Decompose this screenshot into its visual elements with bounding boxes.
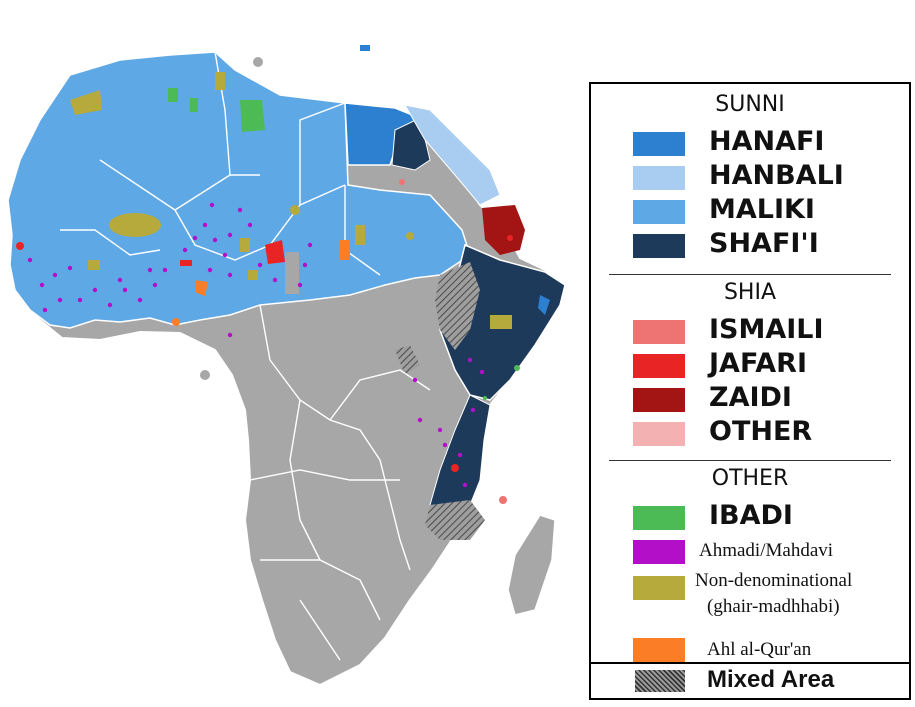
swatch-non-denominational bbox=[633, 576, 685, 600]
ahmadi-dot bbox=[247, 222, 253, 228]
ahmadi-dot bbox=[462, 482, 468, 488]
label-zaidi: ZAIDI bbox=[709, 382, 792, 413]
ahmadi-dot bbox=[52, 272, 58, 278]
ahmadi-dot bbox=[479, 369, 485, 375]
label-ibadi: IBADI bbox=[709, 500, 793, 531]
ahmadi-dot bbox=[470, 407, 476, 413]
ahmadi-dot bbox=[207, 267, 213, 273]
ahmadi-dots bbox=[27, 202, 485, 488]
label-jafari: JAFARI bbox=[709, 348, 808, 379]
ahmadi-dot bbox=[212, 237, 218, 243]
ahmadi-dot bbox=[152, 282, 158, 288]
label-shia-other: OTHER bbox=[709, 416, 813, 447]
ahmadi-dot bbox=[227, 332, 233, 338]
ahmadi-dot bbox=[77, 297, 83, 303]
ahmadi-dot bbox=[437, 427, 443, 433]
swatch-hanafi bbox=[633, 132, 685, 156]
swatch-ismaili bbox=[633, 320, 685, 344]
label-non-denominational-line1: Non-denominational bbox=[695, 570, 853, 591]
ahmadi-dot bbox=[57, 297, 63, 303]
swatch-ahmadi bbox=[633, 540, 685, 564]
mixed-area-row: Mixed Area bbox=[591, 662, 909, 698]
ahmadi-dot bbox=[222, 252, 228, 258]
maliki-region bbox=[7, 51, 471, 329]
legend-header-shia: SHIA bbox=[723, 280, 777, 305]
label-maliki: MALIKI bbox=[709, 194, 815, 225]
label-hanafi: HANAFI bbox=[709, 126, 825, 157]
legend-panel: SUNNI HANAFI HANBALI MALIKI SHAFI'I SHIA… bbox=[589, 82, 911, 700]
ahmadi-dot bbox=[237, 207, 243, 213]
swatch-maliki bbox=[633, 200, 685, 224]
ahmadi-dot bbox=[457, 452, 463, 458]
ahmadi-dot bbox=[42, 307, 48, 313]
swatch-ahl-al-quran bbox=[633, 638, 685, 662]
ahmadi-dot bbox=[297, 282, 303, 288]
zaidi-yemen bbox=[482, 205, 525, 255]
label-non-denominational-line2: (ghair-madhhabi) bbox=[707, 596, 840, 617]
ahmadi-dot bbox=[227, 232, 233, 238]
hanbali-arabia bbox=[404, 104, 501, 206]
ahmadi-dot bbox=[27, 257, 33, 263]
label-ismaili: ISMAILI bbox=[709, 314, 824, 345]
ahmadi-dot bbox=[202, 222, 208, 228]
ahmadi-dot bbox=[467, 357, 473, 363]
ahmadi-dot bbox=[92, 287, 98, 293]
ahmadi-dot bbox=[302, 262, 308, 268]
legend-divider bbox=[609, 460, 891, 461]
ahmadi-dot bbox=[442, 442, 448, 448]
swatch-jafari bbox=[633, 354, 685, 378]
ahmadi-dot bbox=[147, 267, 153, 273]
ahmadi-dot bbox=[417, 417, 423, 423]
swatch-zaidi bbox=[633, 388, 685, 412]
ahmadi-dot bbox=[192, 235, 198, 241]
ahmadi-dot bbox=[257, 262, 263, 268]
ahmadi-dot bbox=[39, 282, 45, 288]
label-shafii: SHAFI'I bbox=[709, 228, 819, 259]
ahmadi-dot bbox=[107, 302, 113, 308]
swatch-shafii bbox=[633, 234, 685, 258]
ahmadi-dot bbox=[67, 265, 73, 271]
swatch-hanbali bbox=[633, 166, 685, 190]
mixed-area-ethiopia bbox=[435, 262, 480, 350]
legend-header-sunni: SUNNI bbox=[715, 92, 785, 117]
label-mixed-area: Mixed Area bbox=[707, 666, 835, 693]
ahmadi-dot bbox=[182, 247, 188, 253]
ahmadi-dot bbox=[209, 202, 215, 208]
legend-header-other: OTHER bbox=[711, 466, 789, 491]
label-ahmadi: Ahmadi/Mahdavi bbox=[699, 540, 834, 561]
madagascar bbox=[507, 514, 556, 616]
swatch-shia-other bbox=[633, 422, 685, 446]
ahmadi-dot bbox=[162, 267, 168, 273]
ahmadi-dot bbox=[122, 287, 128, 293]
ahmadi-dot bbox=[137, 297, 143, 303]
ahmadi-dot bbox=[227, 272, 233, 278]
mixed-area-coast bbox=[425, 500, 485, 540]
ahmadi-dot bbox=[307, 242, 313, 248]
africa-map bbox=[6, 45, 567, 687]
ahmadi-dot bbox=[412, 377, 418, 383]
label-ahl-al-quran: Ahl al-Qur'an bbox=[707, 639, 812, 660]
label-hanbali: HANBALI bbox=[709, 160, 844, 191]
ahmadi-dot bbox=[272, 277, 278, 283]
ahmadi-dot bbox=[117, 277, 123, 283]
mixed-area-nigeria bbox=[395, 345, 420, 375]
legend-divider bbox=[609, 274, 891, 275]
swatch-ibadi bbox=[633, 506, 685, 530]
hatch-pattern-icon bbox=[635, 670, 685, 692]
